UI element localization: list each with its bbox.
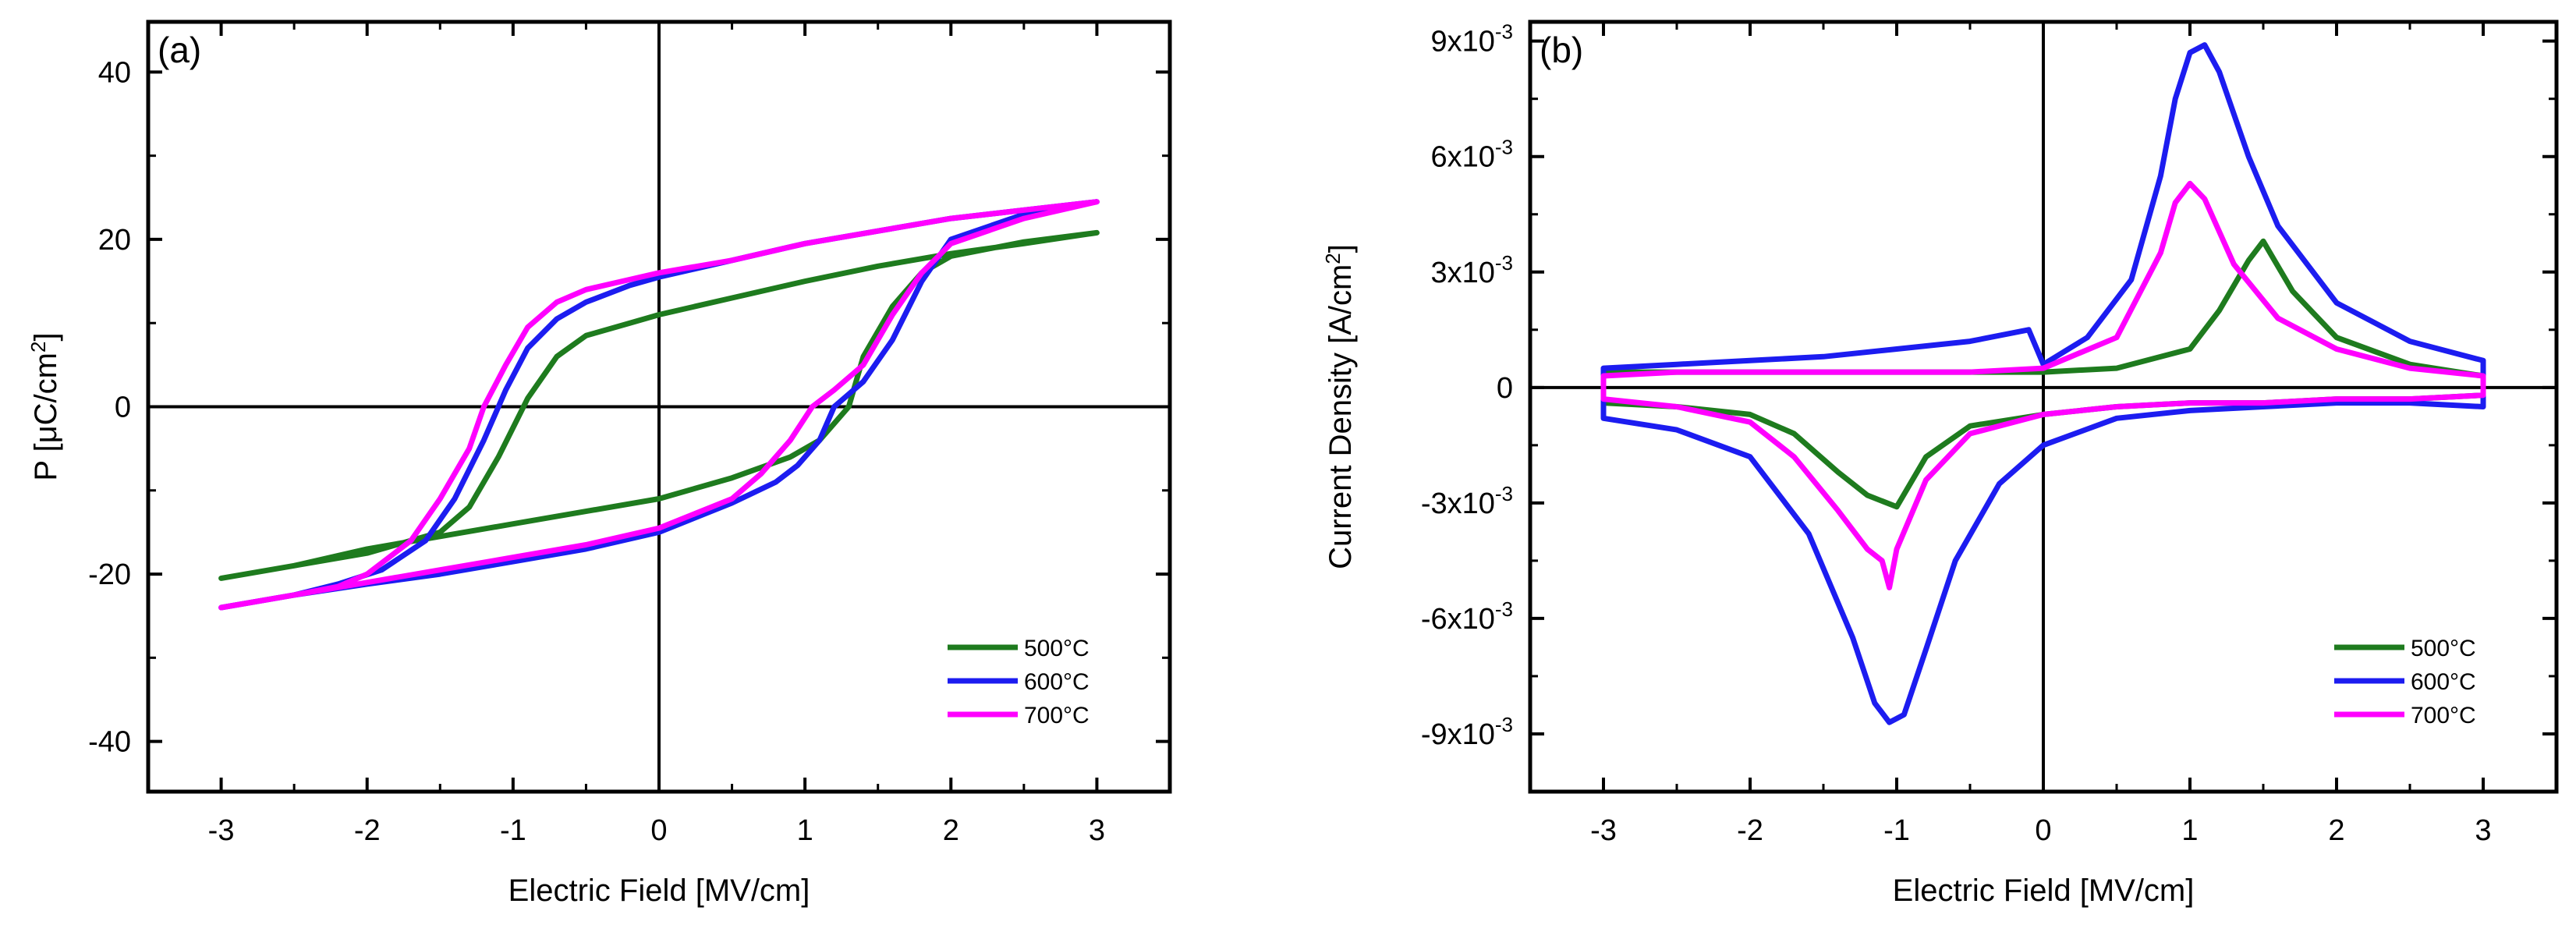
- y-tick-label: 0: [1497, 372, 1513, 405]
- x-tick-label: -3: [1590, 814, 1617, 847]
- legend-label: 600°C: [1024, 669, 1090, 695]
- series-line-600c: [1600, 42, 2486, 725]
- x-tick-label: 3: [2475, 814, 2491, 847]
- legend-label: 500°C: [2411, 636, 2476, 661]
- panel-b-series: [1600, 42, 2486, 725]
- x-tick-label: 1: [2181, 814, 2198, 847]
- x-tick-label: -2: [1737, 814, 1763, 847]
- x-tick-label: -1: [1883, 814, 1910, 847]
- x-tick-label: 0: [650, 814, 667, 847]
- panel-a-x-axis-title: Electric Field [MV/cm]: [508, 874, 810, 908]
- legend-label: 700°C: [2411, 703, 2476, 728]
- y-tick-label: 40: [98, 56, 131, 89]
- panel-b-y-axis-title-suffix: ]: [1323, 244, 1358, 253]
- panel-a-y-axis-title-suffix: ]: [29, 332, 63, 341]
- panel-b-label: (b): [1540, 30, 1583, 70]
- panel-b-legend: 500°C 600°C 700°C: [2334, 636, 2476, 728]
- series-line-700c: [218, 199, 1100, 611]
- panel-a-y-axis-title-unit: C/cm: [29, 353, 63, 425]
- panel-b-y-axis-title-main: Current Density [A/cm: [1323, 264, 1358, 569]
- panel-b-y-axis-title-sup: 2: [1321, 253, 1345, 264]
- panel-a-y-axis-title-mu: μ: [29, 425, 63, 443]
- y-tick-label: -40: [88, 726, 131, 759]
- panel-a-series: [218, 199, 1100, 611]
- y-tick-label: 20: [98, 224, 131, 257]
- panel-a-legend: 500°C 600°C 700°C: [948, 636, 1090, 728]
- y-tick-label: -3x10-3: [1421, 482, 1513, 520]
- panel-b-zero-lines: [1530, 22, 2557, 792]
- x-tick-label: 3: [1089, 814, 1105, 847]
- x-tick-label: 2: [2328, 814, 2344, 847]
- x-tick-label: -1: [500, 814, 526, 847]
- x-tick-label: 0: [2035, 814, 2051, 847]
- y-tick-label: 3x10-3: [1430, 251, 1513, 289]
- panel-a-y-axis-title: P [μC/cm2]: [27, 332, 63, 480]
- panel-a: -3 -2 -1 0 1 2 3 -40 -20 0 20 40 500°C 600°C 700°C (a…: [27, 19, 1172, 908]
- series-line-500c: [218, 229, 1100, 581]
- legend-label: 700°C: [1024, 703, 1090, 728]
- series-line-700c: [1600, 180, 2486, 590]
- panel-a-ticks: -3 -2 -1 0 1 2 3 -40 -20 0 20 40: [88, 22, 1171, 847]
- y-tick-label: 0: [115, 392, 131, 424]
- panel-b-y-axis-title: Current Density [A/cm2]: [1321, 244, 1358, 569]
- legend-label: 600°C: [2411, 669, 2476, 695]
- panel-b: -3 -2 -1 0 1 2 3 -9x10-3 -6x10-3 -3x10-3 0 3x10-3 6x…: [1321, 19, 2559, 908]
- x-tick-label: -3: [208, 814, 235, 847]
- x-tick-label: -2: [354, 814, 381, 847]
- y-tick-label: 9x10-3: [1430, 20, 1513, 58]
- panel-a-label: (a): [158, 30, 201, 70]
- panel-a-y-axis-title-sup: 2: [27, 342, 50, 353]
- panel-a-y-axis-title-prefix: P [: [29, 443, 63, 480]
- x-tick-label: 1: [797, 814, 813, 847]
- y-tick-label: 6x10-3: [1430, 136, 1513, 174]
- panel-a-zero-lines: [148, 22, 1170, 792]
- y-tick-label: -20: [88, 558, 131, 591]
- panel-b-ticks: -3 -2 -1 0 1 2 3 -9x10-3 -6x10-3 -3x10-3 0 3x10-3 6x…: [1421, 20, 2558, 847]
- legend-label: 500°C: [1024, 636, 1090, 661]
- panel-b-x-axis-title: Electric Field [MV/cm]: [1893, 874, 2195, 908]
- y-tick-label: -9x10-3: [1421, 713, 1513, 751]
- x-tick-label: 2: [943, 814, 959, 847]
- y-tick-label: -6x10-3: [1421, 597, 1513, 636]
